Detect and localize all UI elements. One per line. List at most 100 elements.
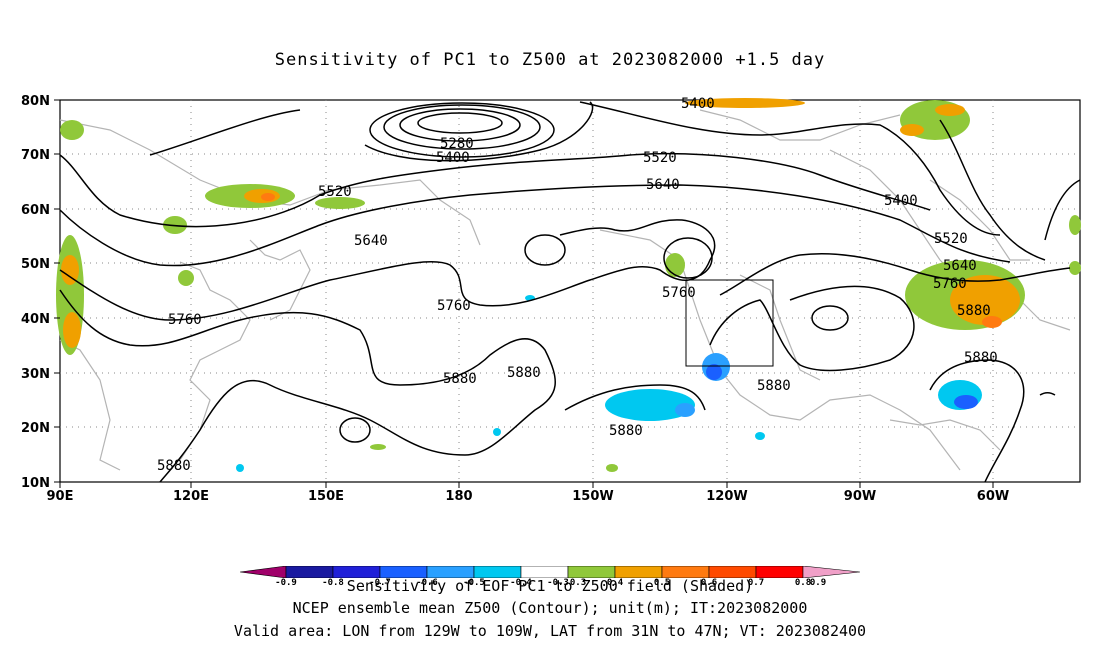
colorbar-tick-label: 0.5 — [653, 578, 671, 588]
shade-positive — [261, 193, 275, 201]
contour-label: 5520 — [643, 150, 677, 166]
colorbar-tick-label: -0.8 — [322, 578, 344, 588]
contour-label: 5400 — [436, 150, 470, 166]
z500-contours — [59, 101, 1081, 483]
contour-line — [564, 285, 915, 411]
lon-label: 90W — [844, 489, 876, 504]
colorbar-tick-label: -0.6 — [416, 578, 438, 588]
colorbar-tick-label: 0.6 — [700, 578, 718, 588]
contour-line — [383, 104, 541, 150]
lat-label: 70N — [21, 148, 50, 163]
lon-label: 120E — [173, 489, 209, 504]
colorbar — [240, 566, 860, 578]
shade-positive — [178, 270, 194, 286]
contour-line — [364, 101, 594, 162]
colorbar-arrow-right — [802, 566, 860, 578]
contour-line — [399, 108, 521, 142]
colorbar-tick-label: -0.7 — [369, 578, 391, 588]
lon-label: 150E — [308, 489, 344, 504]
lat-label: 80N — [21, 94, 50, 109]
contour-line — [663, 237, 713, 279]
contour-label: 5640 — [646, 177, 680, 193]
shade-positive — [900, 124, 924, 136]
contour-line — [339, 417, 371, 443]
colorbar-tick-label: -0.9 — [275, 578, 297, 588]
shade-negative — [755, 432, 765, 440]
contour-line — [59, 152, 931, 228]
shade-positive — [982, 316, 1002, 328]
contour-line — [369, 102, 555, 158]
shade-positive — [63, 312, 81, 348]
latitude-labels: 80N 70N 60N 50N 40N 30N 20N 10N — [21, 94, 50, 491]
contour-label: 5880 — [757, 378, 791, 394]
shade-positive — [60, 120, 84, 140]
contour-line — [719, 252, 1071, 296]
lon-label: 60W — [977, 489, 1009, 504]
shade-negative — [954, 395, 978, 409]
lat-label: 40N — [21, 312, 50, 327]
contour-label: 5520 — [934, 231, 968, 247]
contour-label: 5400 — [681, 96, 715, 112]
contour-line — [417, 112, 503, 134]
contour-line — [149, 101, 1001, 236]
chart-title: Sensitivity of PC1 to Z500 at 2023082000… — [274, 50, 826, 70]
shade-negative — [236, 464, 244, 472]
contour-label: 5280 — [440, 136, 474, 152]
colorbar-tick-label: -0.5 — [463, 578, 485, 588]
shade-negative — [675, 403, 695, 417]
shade-positive — [315, 197, 365, 209]
shade-negative — [605, 389, 695, 421]
lon-label: 90E — [47, 489, 74, 504]
lat-label: 50N — [21, 257, 50, 272]
contour-label: 5760 — [933, 276, 967, 292]
lat-label: 20N — [21, 421, 50, 436]
axis-ticks — [54, 99, 994, 488]
shade-positive — [1069, 261, 1081, 275]
shade-negative — [706, 364, 722, 380]
contour-labels: 5400 5280 5400 5520 5520 5640 5640 5760 … — [157, 96, 998, 474]
colorbar-tick-label: 0.7 — [747, 578, 765, 588]
colorbar-tick-label: 0.8 — [794, 578, 812, 588]
shade-positive — [685, 98, 805, 108]
shade-negative — [493, 428, 501, 436]
contour-line — [59, 184, 1011, 267]
shade-positive — [1069, 215, 1081, 235]
contour-label: 5760 — [168, 312, 202, 328]
lat-label: 30N — [21, 367, 50, 382]
shade-positive — [950, 275, 1020, 325]
contour-line — [59, 219, 716, 321]
contour-label: 5640 — [354, 233, 388, 249]
lon-label: 150W — [572, 489, 613, 504]
contour-label: 5880 — [157, 458, 191, 474]
contour-label: 5640 — [943, 258, 977, 274]
contour-line — [59, 289, 556, 483]
contour-label: 5880 — [957, 303, 991, 319]
contour-label: 5400 — [884, 193, 918, 209]
colorbar-tick-label: -0.3 — [547, 578, 569, 588]
contour-line — [1039, 392, 1056, 396]
contour-label: 5880 — [443, 371, 477, 387]
colorbar-tick-label: 0.3 — [569, 578, 587, 588]
contour-line — [811, 305, 849, 331]
shade-positive — [665, 253, 685, 277]
contour-label: 5520 — [318, 184, 352, 200]
contour-label: 5760 — [437, 298, 471, 314]
contour-label: 5880 — [507, 365, 541, 381]
colorbar-tick-label: -0.4 — [510, 578, 532, 588]
contour-label: 5760 — [662, 285, 696, 301]
shade-positive — [370, 444, 386, 450]
footer-line-3: Valid area: LON from 129W to 109W, LAT f… — [233, 622, 867, 640]
contour-line — [929, 359, 1025, 483]
contour-line — [939, 119, 1081, 261]
longitude-labels: 90E 120E 150E 180 150W 120W 90W 60W — [47, 489, 1010, 504]
colorbar-tick-label: 0.4 — [606, 578, 624, 588]
sensitivity-shading — [56, 98, 1081, 472]
footer-line-2: NCEP ensemble mean Z500 (Contour); unit(… — [292, 599, 808, 617]
colorbar-tick-label: 0.9 — [809, 578, 827, 588]
valid-area-box — [685, 279, 774, 367]
contour-label: 5880 — [609, 423, 643, 439]
shade-positive — [935, 104, 965, 116]
lat-label: 60N — [21, 203, 50, 218]
gridlines — [60, 100, 1080, 482]
